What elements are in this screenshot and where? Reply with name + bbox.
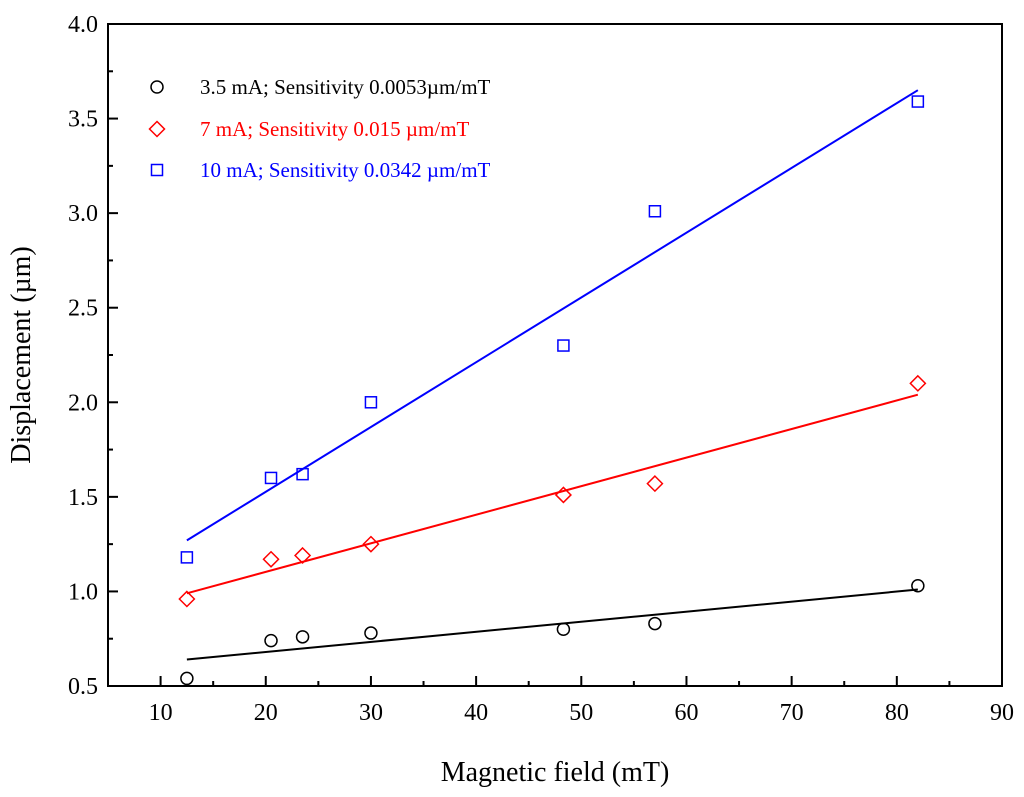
legend-label-2: 10 mA; Sensitivity 0.0342 µm/mT <box>200 158 491 182</box>
data-point-series-0 <box>648 616 662 631</box>
x-tick-label: 90 <box>990 700 1014 726</box>
x-tick-label: 80 <box>885 700 909 726</box>
data-point-series-2 <box>296 467 309 481</box>
data-point-series-0 <box>911 579 925 593</box>
data-point-series-2 <box>364 396 378 409</box>
data-point-series-0 <box>295 630 310 644</box>
legend: 3.5 mA; Sensitivity 0.0053µm/mT 7 mA; Sen… <box>148 75 491 182</box>
data-point-series-2 <box>648 205 662 218</box>
data-point-series-1 <box>262 550 280 568</box>
x-tick-label: 20 <box>254 700 278 726</box>
data-point-series-1 <box>909 374 927 392</box>
data-point-series-1 <box>178 590 196 608</box>
legend-marker-2 <box>150 163 164 177</box>
y-tick-label: 2.5 <box>68 296 98 322</box>
y-tick-label: 2.0 <box>68 390 98 416</box>
x-tick-label: 60 <box>674 700 698 726</box>
legend-label-0: 3.5 mA; Sensitivity 0.0053µm/mT <box>200 75 491 99</box>
legend-marker-1 <box>148 120 166 138</box>
data-point-series-1 <box>294 546 312 565</box>
data-point-series-2 <box>264 471 278 485</box>
fit-lines <box>186 89 919 661</box>
fit-line-series-1 <box>186 393 919 595</box>
y-tick-label: 1.0 <box>68 579 98 605</box>
data-point-series-0 <box>180 671 194 686</box>
y-axis-title: Displacement (µm) <box>6 246 37 464</box>
data-point-series-1 <box>646 475 664 493</box>
x-axis-tick-labels: 10 20 30 40 50 60 70 80 90 <box>149 700 1014 726</box>
x-tick-label: 30 <box>359 700 383 726</box>
data-point-series-0 <box>364 626 378 640</box>
y-tick-label: 1.5 <box>68 485 98 511</box>
data-point-series-2 <box>180 551 194 564</box>
data-point-series-0 <box>264 633 278 648</box>
x-tick-label: 50 <box>569 700 593 726</box>
x-axis-title: Magnetic field (mT) <box>441 757 670 788</box>
y-tick-label: 3.0 <box>68 201 98 227</box>
x-axis-ticks <box>159 676 1003 686</box>
y-tick-label: 4.0 <box>68 12 98 38</box>
legend-marker-0 <box>150 80 164 94</box>
x-tick-label: 70 <box>780 700 804 726</box>
legend-label-1: 7 mA; Sensitivity 0.015 µm/mT <box>200 117 470 141</box>
fit-line-series-2 <box>186 89 919 542</box>
y-tick-label: 0.5 <box>68 674 98 700</box>
y-axis-ticks <box>108 23 118 687</box>
data-point-series-0 <box>556 622 571 637</box>
data-point-series-2 <box>911 95 925 108</box>
y-tick-label: 3.5 <box>68 107 98 133</box>
x-tick-label: 40 <box>464 700 488 726</box>
y-axis-tick-labels: 0.5 1.0 1.5 2.0 2.5 3.0 3.5 4.0 <box>68 12 98 700</box>
data-markers <box>178 95 927 686</box>
x-tick-label: 10 <box>149 700 173 726</box>
data-point-series-1 <box>554 486 572 504</box>
data-point-series-1 <box>362 535 380 553</box>
fit-line-series-0 <box>186 588 918 661</box>
data-point-series-2 <box>557 339 570 352</box>
